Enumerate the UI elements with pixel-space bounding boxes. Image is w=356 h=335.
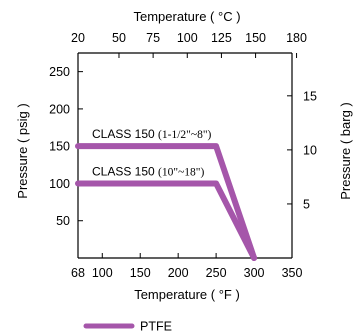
top-axis-title: Temperature ( °C )	[133, 9, 240, 24]
annotation-class-text: CLASS 150	[92, 127, 158, 141]
bottom-tick-label: 200	[168, 266, 189, 280]
bottom-tick-label: 68	[71, 266, 85, 280]
annotation-size-text: (1-1/2"~8")	[158, 129, 211, 141]
left-tick-label: 200	[49, 102, 70, 116]
right-tick-label: 15	[303, 89, 317, 103]
right-tick-label: 5	[303, 197, 310, 211]
series-annotation-2: CLASS 150 (10"~18")	[92, 164, 204, 178]
right-tick-label: 10	[303, 143, 317, 157]
top-tick-label: 20	[71, 31, 85, 45]
top-tick-label: 125	[211, 31, 232, 45]
top-tick-label: 75	[146, 31, 160, 45]
annotation-layer: CLASS 150 (1-1/2"~8")CLASS 150 (10"~18")	[92, 127, 212, 178]
legend-label-ptfe: PTFE	[140, 320, 172, 334]
left-tick-label: 150	[49, 140, 70, 154]
series-layer	[75, 143, 258, 261]
left-tick-label: 100	[49, 177, 70, 191]
ticks-layer: 68 100 150 200 250 300 350 20 50 75 100 125 150 180 50…	[49, 31, 317, 280]
left-axis-title: Pressure ( psig )	[15, 103, 30, 198]
series-annotation-1: CLASS 150 (1-1/2"~8")	[92, 127, 212, 141]
bottom-axis-title: Temperature ( °F )	[134, 287, 240, 302]
bottom-tick-label: 250	[206, 266, 227, 280]
top-tick-label: 50	[112, 31, 126, 45]
bottom-tick-label: 350	[282, 266, 303, 280]
bottom-tick-label: 100	[92, 266, 113, 280]
right-axis-title: Pressure ( barg )	[338, 102, 353, 200]
bottom-tick-label: 300	[244, 266, 265, 280]
top-tick-label: 100	[177, 31, 198, 45]
annotation-class-text: CLASS 150	[92, 164, 158, 178]
series-line-1	[75, 143, 258, 261]
left-tick-label: 250	[49, 65, 70, 79]
top-tick-label: 180	[286, 31, 307, 45]
left-tick-label: 50	[56, 214, 70, 228]
legend: PTFE	[83, 320, 172, 334]
annotation-size-text: (10"~18")	[158, 166, 204, 178]
bottom-tick-label: 150	[130, 266, 151, 280]
series-line-2	[75, 180, 258, 261]
top-tick-label: 150	[245, 31, 266, 45]
